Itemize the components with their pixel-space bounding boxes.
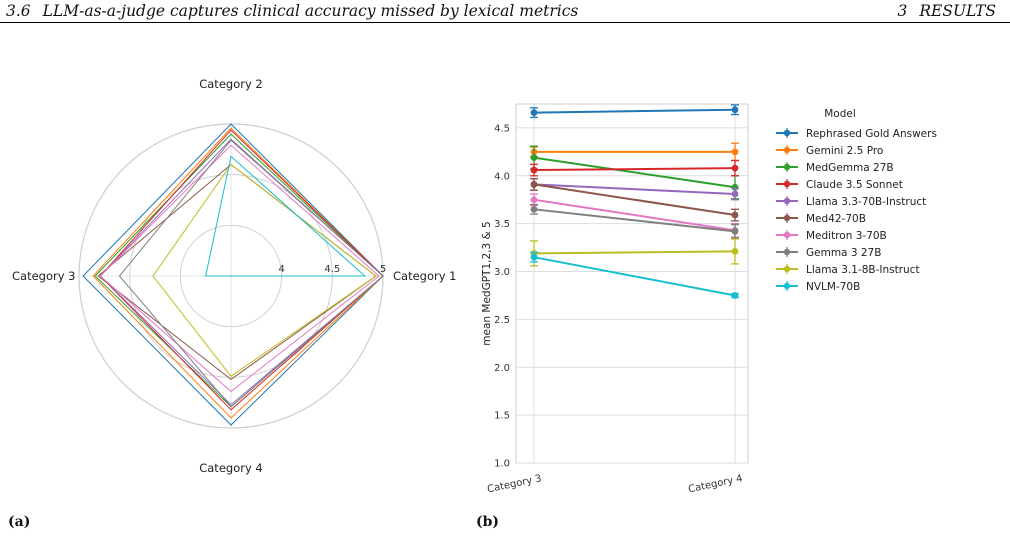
radar-series-llama-3-3-70b-instruct <box>99 138 384 406</box>
data-point-medgemma-27b <box>731 183 739 191</box>
data-point-medgemma-27b <box>530 154 538 162</box>
radar-series-claude-3-5-sonnet <box>99 129 384 411</box>
chapter-title: RESULTS <box>919 2 996 20</box>
x-tick-label: Category 4 <box>687 473 743 495</box>
data-point-meditron-3-70b <box>530 196 538 204</box>
data-point-claude-3-5-sonnet <box>530 166 538 174</box>
legend-label-gemma-3-27b: Gemma 3 27B <box>806 247 881 259</box>
data-point-claude-3-5-sonnet <box>731 164 739 172</box>
legend-label-rephrased-gold-answers: Rephrased Gold Answers <box>806 128 937 140</box>
legend-marker-medgemma-27b <box>783 163 791 171</box>
radar-category-label: Category 3 <box>12 269 76 283</box>
line-series-nvlm-70b <box>533 256 736 297</box>
legend-label-med42-70b: Med42-70B <box>806 213 866 225</box>
data-point-llama-3-3-70b-instruct <box>530 181 538 188</box>
y-axis-label: mean MedGPT1,2,3 & 5 <box>481 221 493 345</box>
data-point-llama-3-1-8b-instruct <box>731 248 739 255</box>
data-point-rephrased-gold-answers <box>731 106 739 114</box>
section-title: LLM-as-a-judge captures clinical accurac… <box>42 2 579 20</box>
legend-label-gemini-2-5-pro: Gemini 2.5 Pro <box>806 145 883 157</box>
legend-label-llama-3-3-70b-instruct: Llama 3.3-70B-Instruct <box>806 196 926 208</box>
chapter-number: 3 <box>897 2 908 20</box>
legend-marker-gemma-3-27b <box>783 248 791 256</box>
line-series-claude-3-5-sonnet <box>533 167 736 172</box>
radar-series-meditron-3-70b <box>99 144 380 393</box>
legend-marker-llama-3-1-8b-instruct <box>783 265 791 273</box>
legend-label-meditron-3-70b: Meditron 3-70B <box>806 230 887 242</box>
line-series-llama-3-3-70b-instruct <box>533 183 736 195</box>
radar-category-label: Category 1 <box>393 269 457 283</box>
radar-series-gemini-2-5-pro <box>92 127 384 419</box>
plot-area <box>515 103 749 464</box>
line-series-medgemma-27b <box>533 156 736 189</box>
data-point-meditron-3-70b <box>731 226 739 234</box>
radar-category-label: Category 2 <box>199 77 263 91</box>
radar-tick-label: 4 <box>278 264 284 275</box>
radar-chart: 4 4.5 5 Category 1 Category 2 Category 3 Categ… <box>12 77 457 475</box>
line-series-llama-3-1-8b-instruct <box>533 250 736 255</box>
section-number: 3.6 <box>6 2 31 20</box>
y-tick-label: 3.5 <box>494 219 510 230</box>
radar-series-gemma-3-27b <box>118 139 384 408</box>
radar-series-nvlm-70b <box>205 155 367 277</box>
line-series-med42-70b <box>533 183 736 217</box>
page-header: 3.6 LLM-as-a-judge captures clinical accu… <box>0 0 1010 23</box>
radar-tick-label: 4.5 <box>324 264 340 275</box>
radar-series-rephrased-gold-answers <box>82 123 384 426</box>
y-tick-label: 3.0 <box>494 267 510 278</box>
legend-marker-llama-3-3-70b-instruct <box>783 197 791 205</box>
line-series-meditron-3-70b <box>533 198 736 232</box>
legend-label-nvlm-70b: NVLM-70B <box>806 281 860 293</box>
y-tick-label: 2.5 <box>494 315 510 326</box>
data-point-rephrased-gold-answers <box>530 109 538 117</box>
data-point-llama-3-3-70b-instruct <box>731 190 739 198</box>
radar-series-llama-3-1-8b-instruct <box>152 163 377 377</box>
line-series-gemma-3-27b <box>533 208 736 233</box>
legend-marker-rephrased-gold-answers <box>783 129 791 137</box>
legend-marker-gemini-2-5-pro <box>783 146 791 154</box>
x-tick-label: Category 3 <box>486 473 542 495</box>
subfigure-label-b: (b) <box>476 514 500 530</box>
legend-marker-nvlm-70b <box>783 282 791 290</box>
legend-marker-claude-3-5-sonnet <box>783 180 791 188</box>
radar-tick-label: 5 <box>380 264 386 275</box>
legend-title: Model <box>824 108 856 120</box>
legend-marker-meditron-3-70b <box>783 231 791 239</box>
data-point-nvlm-70b <box>530 253 538 261</box>
chapter-heading: 3 RESULTS <box>897 2 996 20</box>
line-series-rephrased-gold-answers <box>533 108 736 114</box>
legend-label-llama-3-1-8b-instruct: Llama 3.1-8B-Instruct <box>806 264 920 276</box>
y-tick-label: 2.0 <box>494 363 510 374</box>
y-tick-label: 1.0 <box>494 459 510 470</box>
data-point-gemma-3-27b <box>731 227 739 235</box>
data-point-med42-70b <box>530 181 538 188</box>
data-point-med42-70b <box>731 211 739 219</box>
legend-label-medgemma-27b: MedGemma 27B <box>806 162 894 174</box>
y-tick-label: 4.0 <box>494 171 510 182</box>
data-point-gemma-3-27b <box>530 205 538 213</box>
radar-category-label: Category 4 <box>199 461 263 475</box>
data-point-nvlm-70b <box>731 292 739 299</box>
legend-label-claude-3-5-sonnet: Claude 3.5 Sonnet <box>806 179 903 191</box>
data-point-gemini-2-5-pro <box>530 148 538 156</box>
y-tick-label: 4.5 <box>494 123 510 134</box>
y-tick-label: 1.5 <box>494 411 510 422</box>
data-point-llama-3-1-8b-instruct <box>530 249 538 257</box>
subfigure-label-a: (a) <box>8 514 31 530</box>
data-point-gemini-2-5-pro <box>731 148 739 156</box>
legend-marker-med42-70b <box>783 214 791 222</box>
section-heading: 3.6 LLM-as-a-judge captures clinical accu… <box>6 2 578 20</box>
